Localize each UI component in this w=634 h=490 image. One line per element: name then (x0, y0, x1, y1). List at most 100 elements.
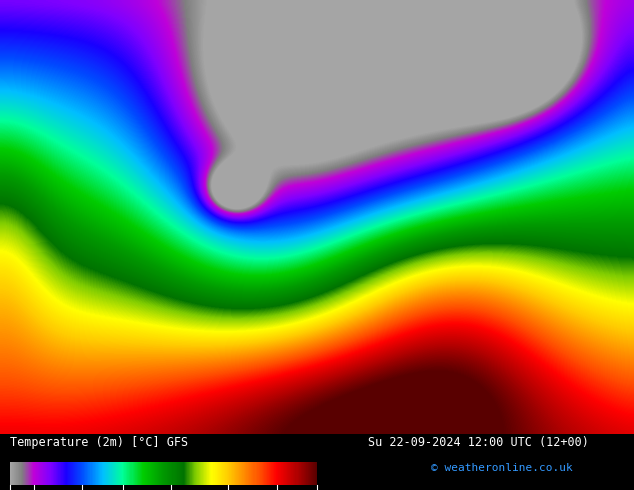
Bar (77, 462, 79, 486)
Bar (264, 462, 265, 486)
Bar (55, 462, 56, 486)
Bar (39, 462, 41, 486)
Bar (30, 462, 31, 486)
Bar (149, 462, 150, 486)
Bar (284, 462, 285, 486)
Bar (19, 462, 20, 486)
Bar (265, 462, 266, 486)
Bar (150, 462, 152, 486)
Bar (276, 462, 277, 486)
Bar (250, 462, 252, 486)
Bar (287, 462, 288, 486)
Bar (34, 462, 36, 486)
Bar (297, 462, 298, 486)
Bar (21, 462, 22, 486)
Bar (155, 462, 157, 486)
Bar (315, 462, 316, 486)
Bar (230, 462, 231, 486)
Bar (31, 462, 32, 486)
Bar (73, 462, 74, 486)
Bar (228, 462, 229, 486)
Bar (181, 462, 182, 486)
Bar (148, 462, 149, 486)
Bar (94, 462, 95, 486)
Bar (278, 462, 280, 486)
Bar (117, 462, 119, 486)
Bar (289, 462, 290, 486)
Bar (136, 462, 138, 486)
Bar (292, 462, 294, 486)
Bar (202, 462, 204, 486)
Bar (191, 462, 192, 486)
Bar (152, 462, 153, 486)
Bar (199, 462, 200, 486)
Bar (103, 462, 104, 486)
Bar (179, 462, 181, 486)
Bar (66, 462, 67, 486)
Bar (158, 462, 160, 486)
Bar (182, 462, 183, 486)
Bar (36, 462, 37, 486)
Bar (74, 462, 75, 486)
Bar (101, 462, 103, 486)
Bar (192, 462, 193, 486)
Bar (226, 462, 227, 486)
Bar (94, 462, 96, 486)
Bar (91, 462, 93, 486)
Bar (96, 462, 98, 486)
Bar (54, 462, 55, 486)
Bar (221, 462, 222, 486)
Bar (233, 462, 235, 486)
Bar (48, 462, 50, 486)
Bar (299, 462, 300, 486)
Bar (110, 462, 112, 486)
Bar (237, 462, 238, 486)
Bar (139, 462, 140, 486)
Bar (120, 462, 122, 486)
Bar (179, 462, 180, 486)
Bar (46, 462, 47, 486)
Bar (51, 462, 53, 486)
Bar (139, 462, 141, 486)
Bar (254, 462, 256, 486)
Bar (212, 462, 214, 486)
Bar (24, 462, 25, 486)
Bar (195, 462, 197, 486)
Bar (271, 462, 272, 486)
Bar (123, 462, 125, 486)
Bar (174, 462, 175, 486)
Text: Temperature (2m) [°C] GFS: Temperature (2m) [°C] GFS (10, 437, 188, 449)
Bar (290, 462, 292, 486)
Bar (279, 462, 280, 486)
Bar (302, 462, 303, 486)
Bar (240, 462, 242, 486)
Bar (238, 462, 240, 486)
Bar (134, 462, 135, 486)
Bar (27, 462, 29, 486)
Bar (200, 462, 202, 486)
Bar (18, 462, 19, 486)
Bar (136, 462, 137, 486)
Bar (71, 462, 72, 486)
Bar (196, 462, 197, 486)
Bar (96, 462, 97, 486)
Bar (183, 462, 184, 486)
Bar (277, 462, 278, 486)
Bar (224, 462, 225, 486)
Bar (201, 462, 202, 486)
Bar (126, 462, 127, 486)
Bar (223, 462, 224, 486)
Bar (86, 462, 87, 486)
Bar (29, 462, 30, 486)
Bar (167, 462, 169, 486)
Bar (262, 462, 263, 486)
Bar (142, 462, 143, 486)
Bar (159, 462, 160, 486)
Bar (257, 462, 259, 486)
Bar (67, 462, 68, 486)
Bar (186, 462, 187, 486)
Bar (56, 462, 57, 486)
Bar (28, 462, 29, 486)
Bar (105, 462, 106, 486)
Bar (61, 462, 63, 486)
